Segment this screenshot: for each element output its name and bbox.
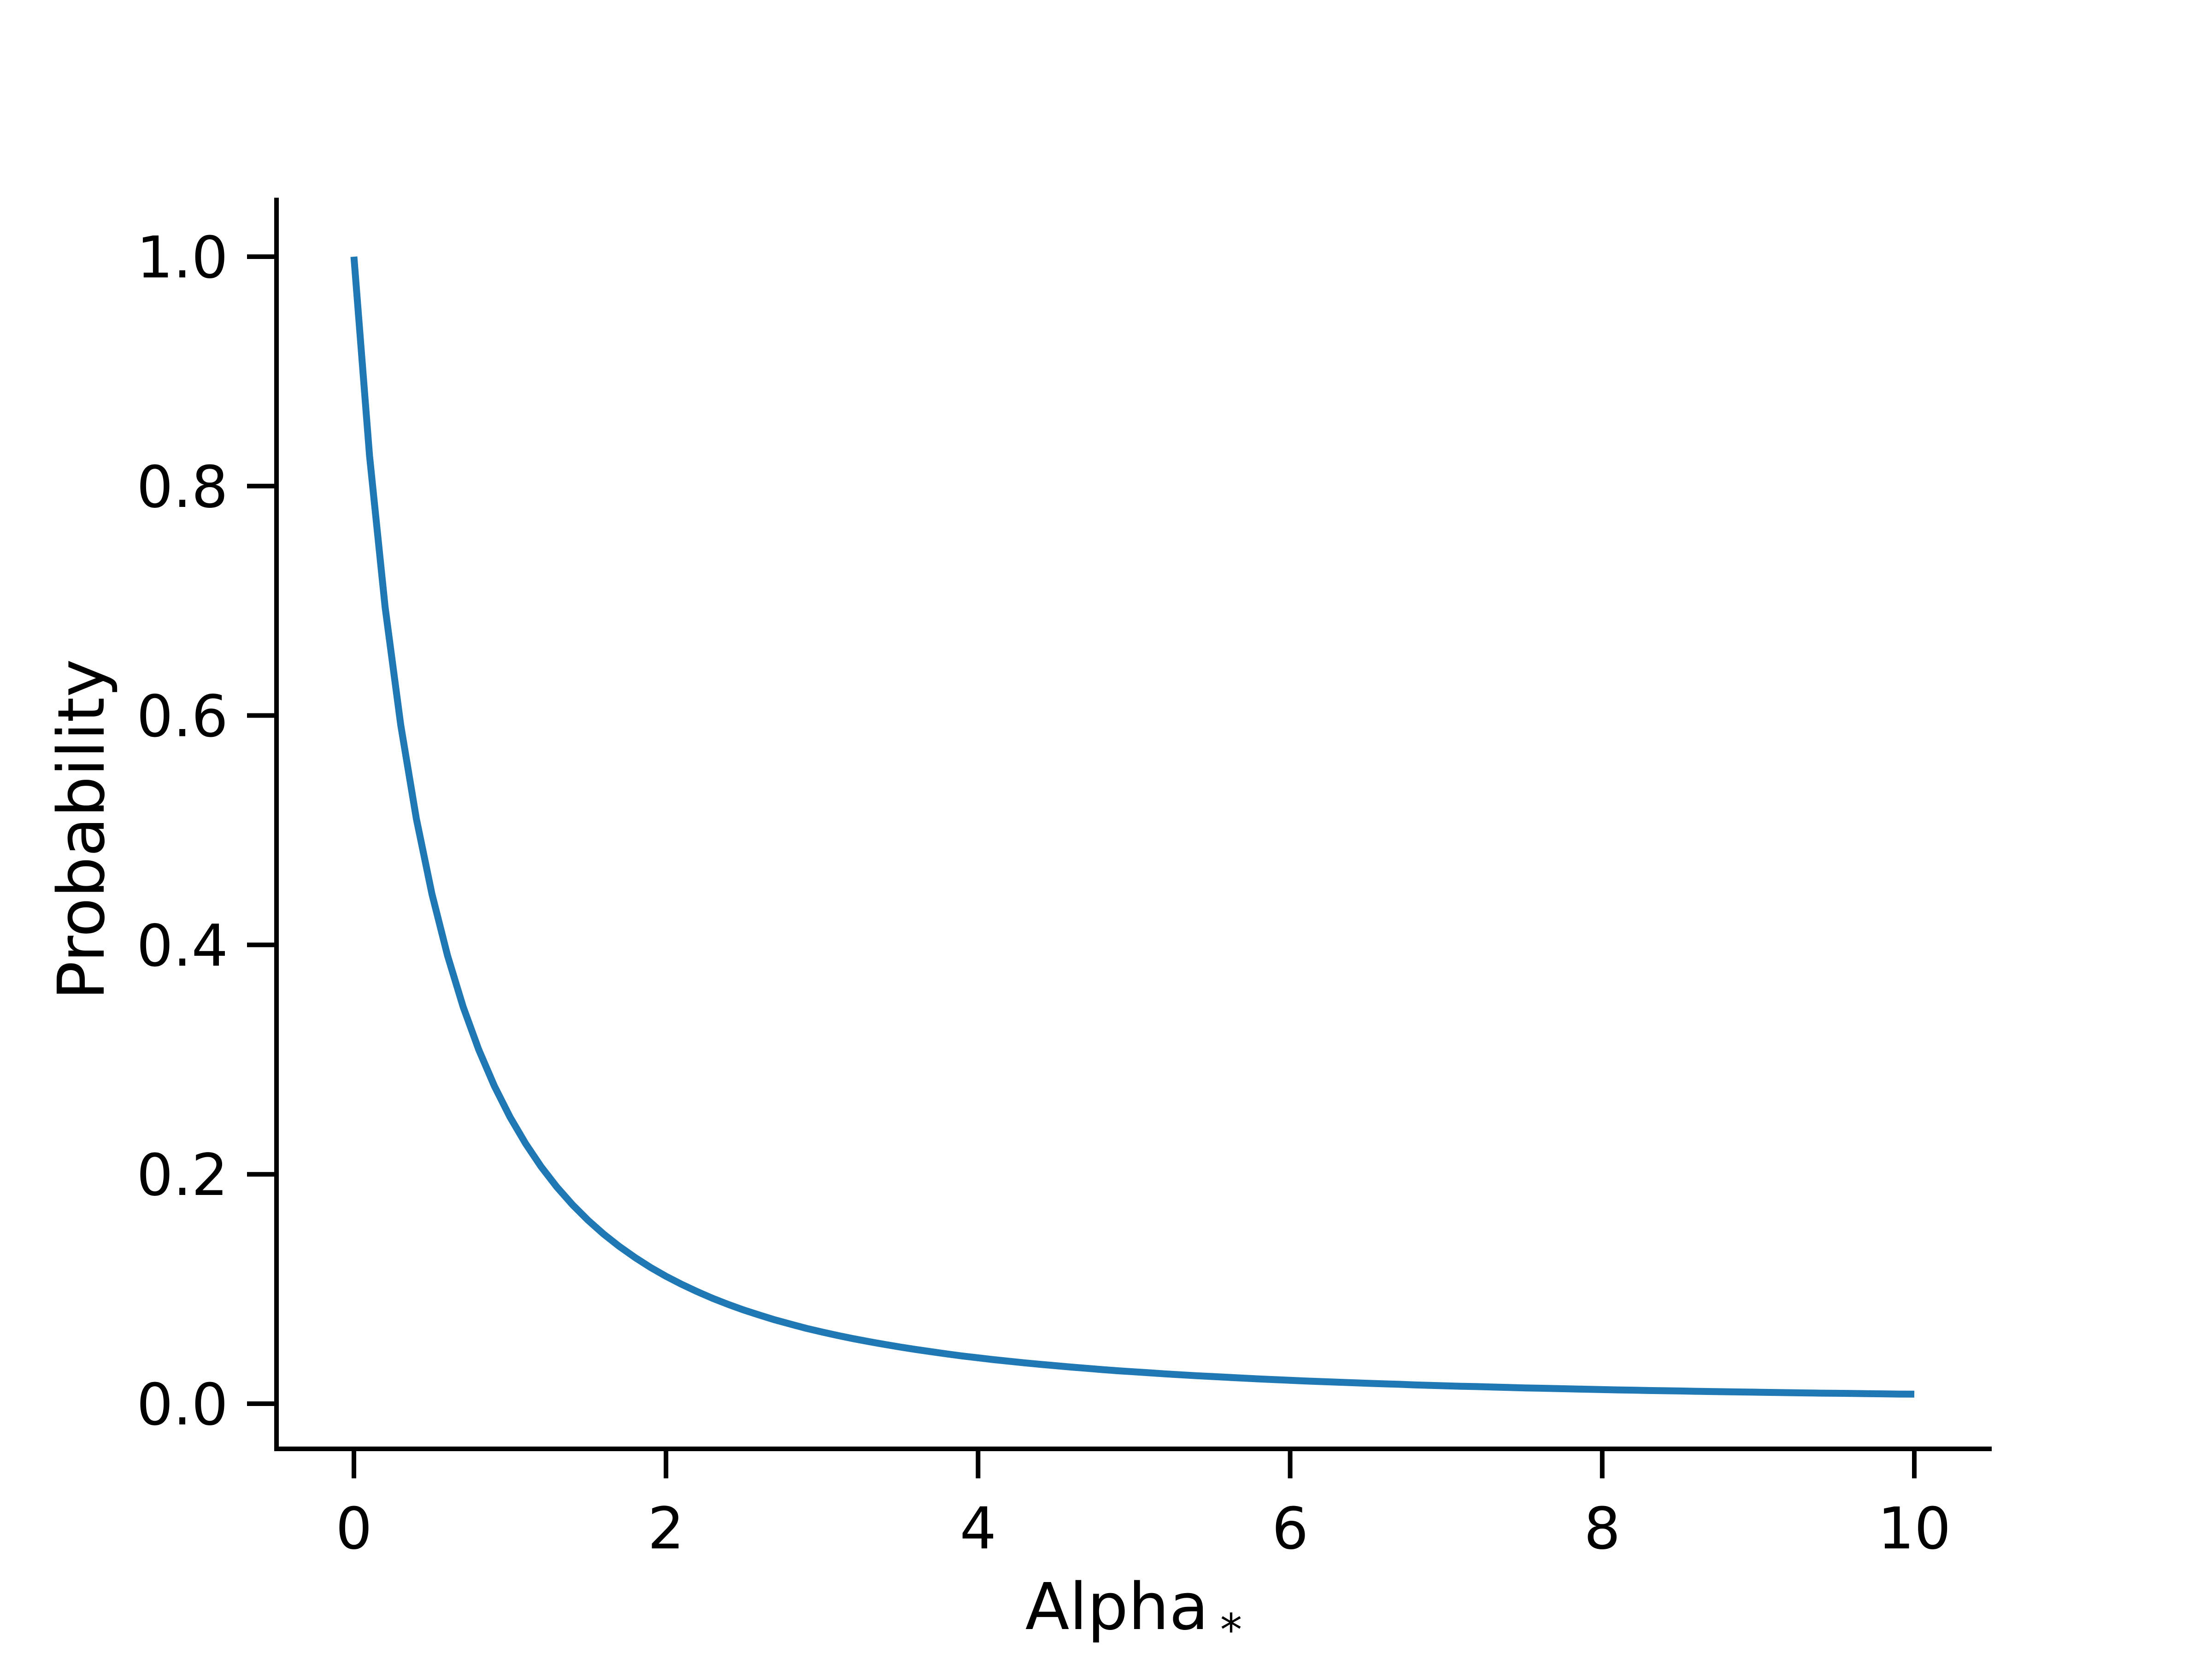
y-tick-label: 0.4 bbox=[136, 912, 228, 979]
x-tick-label: 0 bbox=[335, 1495, 372, 1562]
x-tick-label: 2 bbox=[647, 1495, 684, 1562]
x-tick-label: 8 bbox=[1584, 1495, 1621, 1562]
x-tick-label: 6 bbox=[1272, 1495, 1309, 1562]
y-axis-label: Probability bbox=[44, 659, 119, 1000]
ticks: 0 2 4 6 8 10 0.0 0.2 0.4 0.6 0.8 1.0 bbox=[136, 224, 1951, 1562]
y-tick-label: 0.8 bbox=[136, 454, 228, 521]
x-tick-label: 10 bbox=[1877, 1495, 1951, 1562]
y-tick-label: 0.6 bbox=[136, 683, 228, 750]
y-tick-label: 0.2 bbox=[136, 1142, 228, 1209]
y-tick-label: 1.0 bbox=[136, 224, 228, 291]
y-tick-label: 0.0 bbox=[136, 1371, 228, 1438]
series-line bbox=[350, 256, 1915, 1398]
x-axis-label: Alpha * bbox=[1025, 1570, 1242, 1656]
x-tick-label: 4 bbox=[960, 1495, 997, 1562]
x-axis-label-subscript: * bbox=[1220, 1605, 1242, 1656]
